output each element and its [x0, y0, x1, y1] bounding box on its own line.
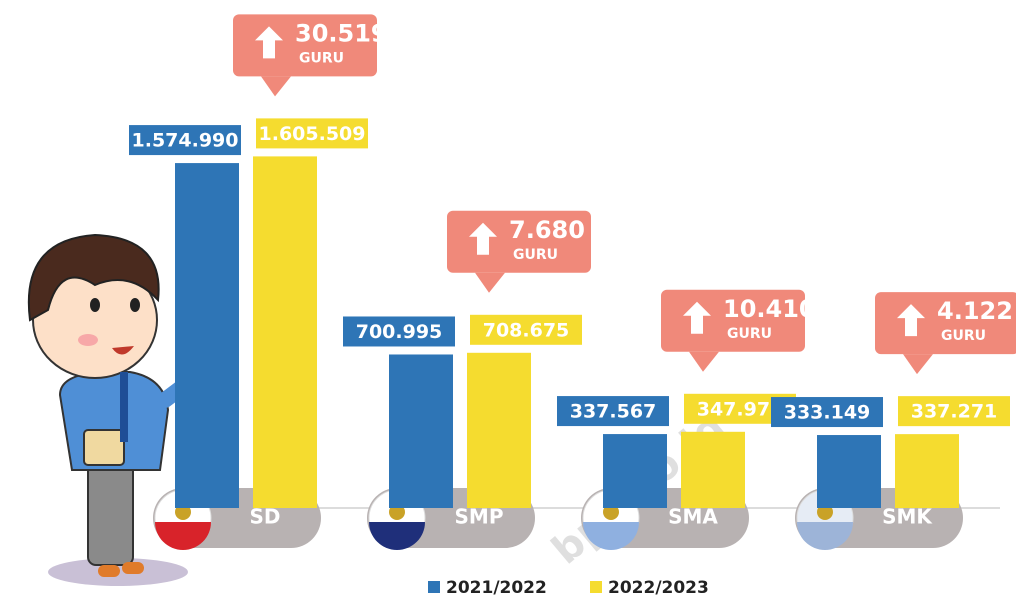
category-flag-band — [369, 522, 425, 550]
bar — [895, 434, 959, 508]
legend-swatch — [428, 581, 440, 593]
increase-arrow — [897, 304, 925, 337]
category-label: SMA — [668, 505, 718, 529]
increase-arrow — [255, 26, 283, 59]
category-flag-band — [155, 522, 211, 550]
legend-swatch — [590, 581, 602, 593]
increase-value: 7.680 — [509, 216, 585, 244]
value-label-box — [898, 396, 1010, 427]
increase-unit: GURU — [513, 247, 558, 263]
bar — [467, 352, 531, 508]
increase-unit: GURU — [941, 328, 986, 344]
category-label: SD — [249, 505, 280, 529]
legend-label: 2022/2023 — [608, 578, 709, 597]
value-label: 337.271 — [911, 401, 998, 423]
increase-value: 10.410 — [723, 295, 816, 323]
increase-value: 4.122 — [937, 297, 1013, 325]
increase-unit: GURU — [727, 326, 772, 342]
teacher-illustration — [27, 233, 195, 586]
value-label-box — [557, 396, 669, 427]
increase-callout-pointer — [261, 76, 291, 97]
value-label: 700.995 — [356, 321, 443, 343]
value-label: 347.977 — [697, 398, 784, 420]
bar — [603, 434, 667, 508]
value-label-box — [470, 314, 582, 345]
category-label: SMP — [455, 505, 504, 529]
category-flag-band — [797, 522, 853, 550]
value-label: 337.567 — [570, 401, 657, 423]
increase-arrow — [683, 301, 711, 334]
bar — [253, 156, 317, 508]
category-label: SMK — [882, 505, 933, 529]
increase-callout-pointer — [689, 351, 719, 372]
value-label: 1.574.990 — [132, 130, 239, 152]
legend-label: 2021/2022 — [446, 578, 547, 597]
increase-arrow — [469, 222, 497, 255]
increase-value: 30.519 — [295, 19, 388, 47]
value-label-box — [343, 316, 455, 347]
bar — [175, 163, 239, 508]
value-label-box — [771, 397, 883, 428]
value-label: 333.149 — [784, 402, 871, 424]
category-flag-band — [583, 522, 639, 550]
increase-unit: GURU — [299, 50, 344, 66]
bar — [681, 431, 745, 508]
value-label: 1.605.509 — [259, 123, 366, 145]
increase-callout-pointer — [903, 354, 933, 375]
bar — [389, 354, 453, 508]
value-label-box — [129, 125, 241, 156]
increase-callout-pointer — [475, 272, 505, 293]
value-label: 708.675 — [483, 319, 570, 341]
bar — [817, 435, 881, 508]
value-label-box — [256, 118, 368, 149]
